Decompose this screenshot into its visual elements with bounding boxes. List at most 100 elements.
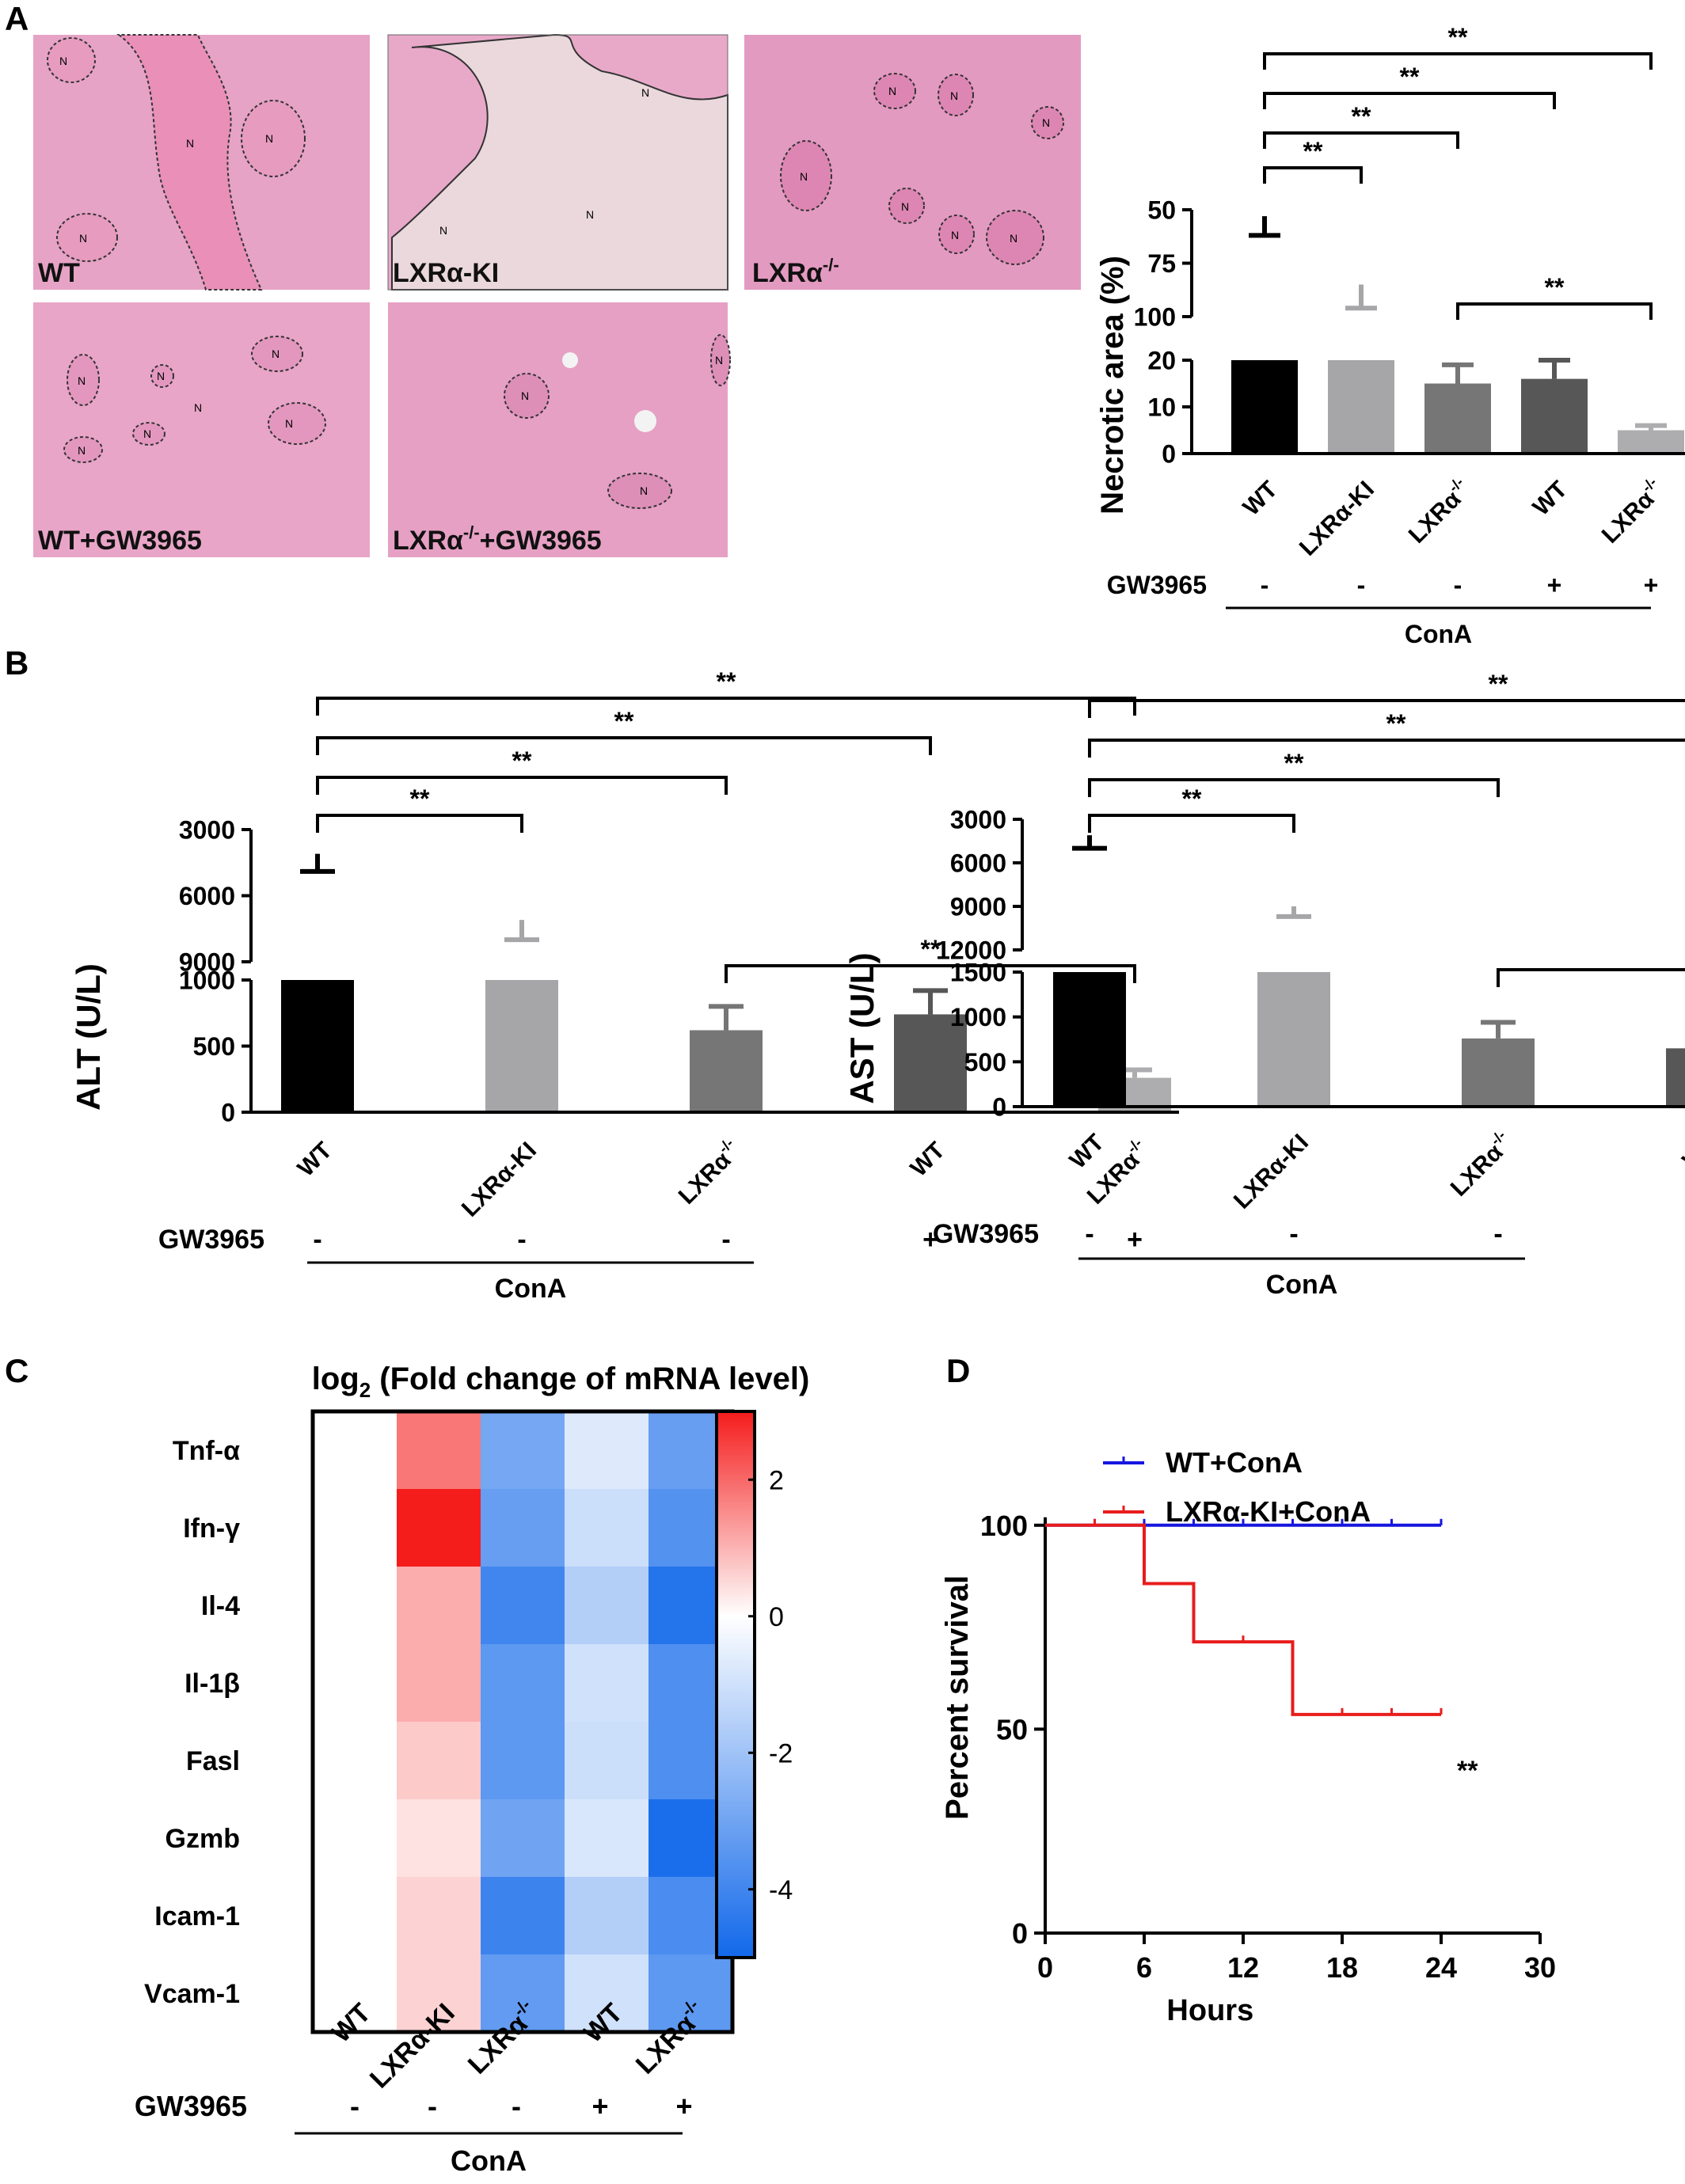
heatmap-cell xyxy=(397,1954,481,2033)
micrograph-lxra-ko-gw3965: N N N LXRα-/-+GW3965 xyxy=(388,302,731,557)
bar xyxy=(1666,1048,1685,1107)
heatmap-cell xyxy=(397,1877,481,1955)
heatmap-cell xyxy=(313,1799,397,1878)
bar xyxy=(1521,378,1588,454)
significance-label: ** xyxy=(1545,273,1565,302)
bar xyxy=(1328,360,1394,454)
micrograph-label: LXRα-KI xyxy=(393,258,499,288)
color-scale-label: 2 xyxy=(769,1465,784,1495)
y-axis-title: ALT (U/L) xyxy=(70,963,107,1111)
y-axis-title: Percent survival xyxy=(940,1575,975,1820)
panel-label-c: C xyxy=(5,1352,29,1389)
necrotic-region-label: N xyxy=(194,401,202,414)
heatmap-cell xyxy=(481,1567,565,1645)
group-label: ConA xyxy=(495,1274,567,1304)
y-tick-label: 0 xyxy=(1162,440,1176,469)
category-label: LXRα-/- xyxy=(1402,473,1476,548)
heatmap-cell xyxy=(565,1799,649,1878)
x-tick-label: 30 xyxy=(1524,1951,1556,1984)
y-tick-label: 20 xyxy=(1147,347,1176,375)
bar xyxy=(690,1030,763,1112)
category-label: WT xyxy=(293,1138,337,1182)
necrotic-region-label: N xyxy=(285,417,293,430)
micrograph-wt: N N N N WT xyxy=(33,34,370,291)
y-tick-label: 6000 xyxy=(950,849,1006,878)
necrotic-region-label: N xyxy=(641,86,649,99)
significance-label: ** xyxy=(1448,23,1468,51)
necrotic-region-label: N xyxy=(586,208,594,221)
treatment-sign: + xyxy=(1547,571,1562,599)
micrograph-lxra-ki: N N N LXRα-KI xyxy=(388,33,728,291)
micrograph-label: WT xyxy=(38,258,80,288)
treatment-row-label: GW3965 xyxy=(933,1219,1039,1249)
significance-label: ** xyxy=(1386,709,1406,738)
bar xyxy=(1424,383,1491,454)
treatment-row-label: GW3965 xyxy=(135,2090,247,2122)
category-label: WT xyxy=(1065,1130,1109,1174)
category-label: LXRα-/- xyxy=(1443,1126,1518,1201)
significance-bracket xyxy=(316,814,523,833)
y-tick-label: 500 xyxy=(964,1048,1006,1077)
y-tick-label: 10 xyxy=(1147,393,1176,422)
necrotic-region-label: N xyxy=(901,200,909,213)
bar xyxy=(1053,972,1126,1107)
significance-bracket xyxy=(1088,778,1500,797)
heatmap-row-label: Vcam-1 xyxy=(144,1979,240,2009)
group-label: ConA xyxy=(451,2144,527,2177)
necrotic-region-label: N xyxy=(521,389,529,402)
treatment-sign: + xyxy=(675,2090,692,2122)
micrograph-label: LXRα-/-+GW3965 xyxy=(393,522,602,556)
heatmap-cell xyxy=(481,1644,565,1723)
category-label: LXRα-KI xyxy=(1229,1130,1314,1214)
heatmap-cell xyxy=(565,1877,649,1955)
y-tick-label: 0 xyxy=(221,1099,235,1127)
color-scale-label: -4 xyxy=(769,1875,793,1905)
significance-label: ** xyxy=(1400,63,1420,91)
necrotic-region-label: N xyxy=(78,374,86,387)
necrotic-region-label: N xyxy=(950,89,958,102)
bar xyxy=(1231,360,1298,454)
y-tick-label: 9000 xyxy=(950,893,1006,921)
significance-bracket xyxy=(1497,968,1685,987)
heatmap-cell xyxy=(565,1489,649,1567)
necrotic-region-label: N xyxy=(888,85,896,97)
micrograph-label: LXRα-/- xyxy=(752,255,839,288)
significance-bracket xyxy=(1263,131,1459,149)
y-tick-label: 75 xyxy=(1147,249,1176,278)
necrotic-region-label: N xyxy=(715,354,723,367)
y-tick-label: 6000 xyxy=(179,882,235,910)
treatment-sign: + xyxy=(591,2090,608,2122)
significance-bracket xyxy=(725,964,1136,983)
significance-label: ** xyxy=(512,746,532,775)
x-tick-label: 18 xyxy=(1326,1951,1358,1984)
heatmap-title: log2 (Fold change of mRNA level) xyxy=(312,1362,810,1402)
heatmap-row-label: Il-1β xyxy=(184,1669,240,1699)
y-axis-title: Necrotic area (%) xyxy=(1095,256,1130,515)
bar-chart-b-ast: 0 500 1000 1500 3000 6000 9000 12000 AST (U/L) WT… xyxy=(843,670,1685,1300)
bar xyxy=(1462,1038,1535,1107)
survival-line xyxy=(1045,1523,1441,1716)
legend-label: WT+ConA xyxy=(1166,1446,1303,1479)
treatment-sign: - xyxy=(1493,1219,1502,1249)
heatmap-cell xyxy=(649,1954,733,2033)
treatment-sign: - xyxy=(428,2090,437,2122)
heatmap-cell xyxy=(313,1877,397,1955)
significance-bracket xyxy=(1263,166,1363,184)
heatmap-cell xyxy=(481,1954,565,2033)
heatmap-cell xyxy=(313,1567,397,1645)
y-tick-label: 12000 xyxy=(936,936,1006,965)
x-tick-label: 24 xyxy=(1425,1951,1457,1984)
necrotic-region-label: N xyxy=(59,55,67,67)
significance-label: ** xyxy=(1352,102,1371,131)
treatment-sign: + xyxy=(1644,571,1659,599)
x-tick-label: 6 xyxy=(1136,1951,1152,1984)
bar xyxy=(1618,430,1684,454)
y-tick-label: 1000 xyxy=(950,1003,1006,1031)
micrograph-wt-gw3965: N N N N N N N WT+GW3965 xyxy=(33,302,370,557)
heatmap-cell xyxy=(397,1644,481,1723)
treatment-sign: - xyxy=(1289,1219,1298,1249)
group-label: ConA xyxy=(1405,620,1472,648)
necrotic-region-label: N xyxy=(272,348,280,360)
heatmap-row-label: Il-4 xyxy=(201,1591,240,1621)
